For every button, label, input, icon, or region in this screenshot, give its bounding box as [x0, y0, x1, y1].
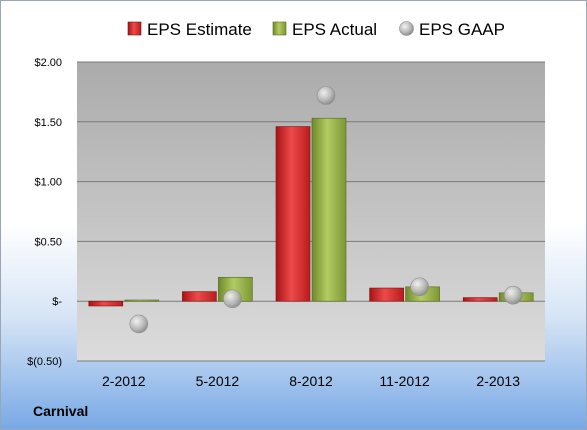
x-tick-label: 5-2012: [196, 373, 240, 389]
y-tick-label: $0.50: [34, 236, 62, 248]
bar-eps-estimate: [369, 287, 404, 302]
legend-swatch: [272, 21, 287, 36]
x-tick-label: 2-2013: [476, 373, 520, 389]
bar-eps-actual: [311, 117, 347, 302]
marker-eps-gaap: [223, 289, 242, 309]
y-tick-label: $2.00: [34, 57, 62, 69]
x-tick-label: 8-2012: [289, 373, 333, 389]
legend-label: EPS GAAP: [419, 20, 505, 39]
bar-eps-actual: [124, 299, 160, 302]
marker-eps-gaap: [410, 277, 429, 297]
x-tick-label: 2-2012: [102, 373, 146, 389]
bar-eps-estimate: [462, 297, 498, 302]
y-tick-label: $(0.50): [27, 356, 62, 368]
company-name: Carnival: [33, 403, 89, 419]
marker-eps-gaap: [129, 314, 149, 334]
bar-eps-estimate: [182, 291, 217, 302]
plot-area: [77, 62, 545, 361]
bar-eps-estimate: [88, 300, 124, 307]
y-tick-label: $1.50: [34, 117, 62, 129]
x-tick-label: 11-2012: [379, 373, 430, 389]
legend-swatch: [399, 21, 414, 36]
legend-label: EPS Estimate: [147, 20, 252, 39]
bar-eps-estimate: [275, 126, 311, 302]
legend-swatch: [127, 21, 142, 36]
y-tick-label: $1.00: [34, 177, 62, 189]
marker-eps-gaap: [316, 86, 336, 105]
marker-eps-gaap: [503, 285, 523, 305]
y-tick-label: $-: [52, 296, 62, 308]
legend-label: EPS Actual: [292, 20, 377, 39]
